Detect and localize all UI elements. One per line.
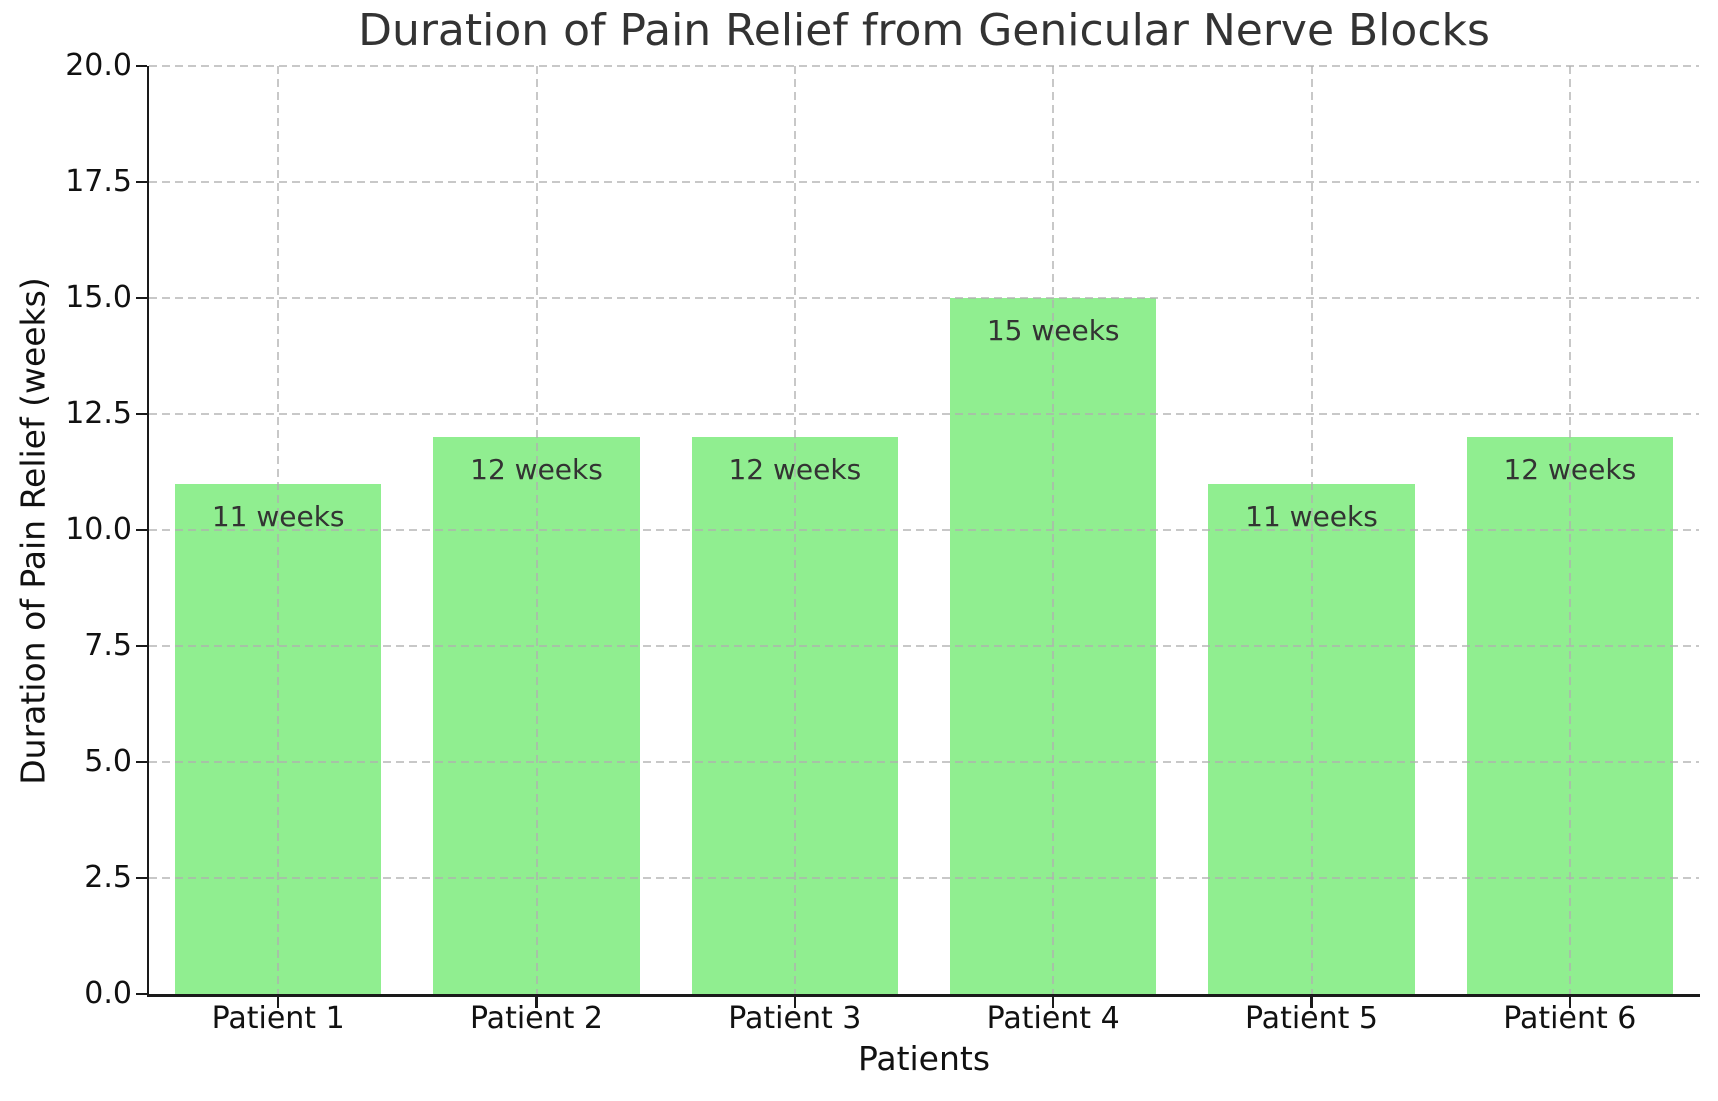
- chart-title: Duration of Pain Relief from Genicular N…: [358, 5, 1490, 56]
- y-tick-mark: [136, 412, 147, 416]
- gridline-vertical: [1568, 66, 1571, 994]
- y-axis-spine: [146, 66, 149, 997]
- gridline-horizontal: [149, 645, 1699, 647]
- x-tick-mark: [793, 996, 797, 1008]
- y-tick-label: 7.5: [84, 628, 132, 663]
- gridline-horizontal: [149, 65, 1699, 67]
- x-tick-label: Patient 4: [986, 1001, 1120, 1036]
- y-tick-label: 12.5: [65, 396, 132, 431]
- x-tick-label: Patient 1: [211, 1001, 345, 1036]
- bar-value-label: 15 weeks: [986, 314, 1120, 347]
- y-tick-label: 20.0: [65, 48, 132, 83]
- x-tick-mark: [1310, 996, 1313, 1008]
- gridline-horizontal: [149, 761, 1699, 763]
- y-tick-mark: [136, 64, 147, 68]
- y-tick-mark: [136, 992, 147, 996]
- y-tick-mark: [136, 528, 147, 532]
- gridline-horizontal: [149, 529, 1699, 531]
- bar-value-label: 12 weeks: [728, 453, 862, 487]
- gridline-horizontal: [149, 297, 1699, 299]
- x-tick-mark: [1568, 996, 1572, 1008]
- bar-value-label: 12 weeks: [470, 453, 603, 487]
- y-tick-mark: [136, 180, 147, 184]
- bar-value-label: 12 weeks: [1503, 453, 1637, 487]
- y-tick-mark: [136, 876, 147, 880]
- gridline-vertical: [277, 66, 280, 994]
- y-tick-label: 10.0: [65, 512, 132, 547]
- x-tick-mark: [276, 996, 280, 1008]
- y-tick-label: 15.0: [65, 280, 132, 315]
- y-tick-mark: [136, 760, 147, 764]
- y-tick-label: 2.5: [84, 860, 132, 895]
- gridline-vertical: [793, 66, 796, 994]
- x-axis-label: Patients: [857, 1039, 991, 1078]
- x-tick-mark: [1051, 996, 1055, 1008]
- gridline-vertical: [1310, 66, 1313, 994]
- x-tick-label: Patient 6: [1503, 1001, 1637, 1036]
- plot-area: 11 weeks 12 weeks 12 weeks 15 weeks 11 weeks…: [149, 65, 1699, 994]
- x-tick-label: Patient 2: [469, 1001, 604, 1036]
- bar-value-label: 11 weeks: [1245, 499, 1378, 533]
- gridline-horizontal: [149, 877, 1699, 879]
- y-tick-label: 0.0: [84, 976, 132, 1011]
- y-tick-mark: [136, 296, 147, 300]
- gridline-vertical: [1052, 66, 1055, 994]
- x-tick-label: Patient 5: [1244, 1001, 1379, 1036]
- x-tick-label: Patient 3: [728, 1001, 862, 1036]
- y-tick-label: 17.5: [65, 164, 132, 199]
- y-tick-label: 5.0: [84, 744, 132, 779]
- gridline-horizontal: [149, 181, 1699, 183]
- x-tick-mark: [535, 996, 538, 1008]
- y-tick-mark: [136, 644, 147, 648]
- gridline-horizontal: [149, 413, 1699, 415]
- gridline-vertical: [535, 66, 538, 994]
- bar-value-label: 11 weeks: [211, 499, 345, 533]
- x-axis-spine: [146, 994, 1700, 997]
